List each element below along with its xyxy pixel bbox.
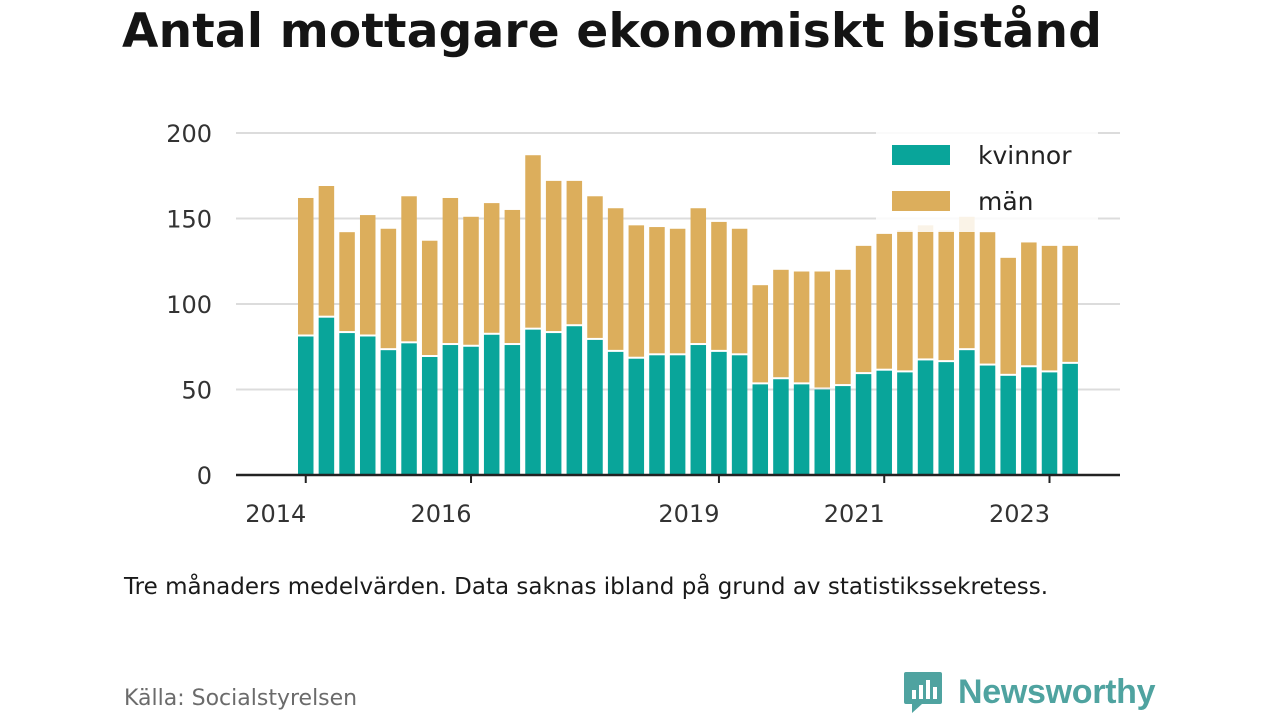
newsworthy-logo-icon: [904, 672, 942, 713]
bar-män: [401, 196, 417, 342]
bar-kvinnor: [504, 345, 521, 475]
bar-män: [380, 228, 397, 349]
bar-kvinnor: [463, 346, 479, 475]
y-tick-label: 100: [166, 291, 212, 319]
bar-män: [339, 232, 355, 332]
bar-män: [793, 271, 810, 383]
bar-kvinnor: [917, 360, 934, 475]
bar-män: [318, 186, 335, 316]
bar-kvinnor: [979, 365, 996, 475]
bar-kvinnor: [669, 355, 686, 475]
bar-män: [1062, 245, 1078, 362]
bar-män: [463, 216, 479, 345]
bar-män: [545, 180, 562, 332]
x-tick-label: 2023: [989, 500, 1050, 528]
bar-kvinnor: [339, 333, 355, 475]
y-tick-label: 150: [166, 206, 212, 234]
bar-kvinnor: [318, 317, 335, 475]
bar-män: [1000, 257, 1016, 374]
stacked-bar-chart: 0 50 100 150 200 2014 2016 2019 2021 2023 kvinnor m…: [166, 120, 1120, 528]
bar-män: [1021, 242, 1037, 366]
bar-kvinnor: [897, 372, 913, 475]
bar-män: [504, 209, 521, 344]
legend-label-kvinnor: kvinnor: [978, 141, 1072, 170]
bar-män: [711, 221, 727, 350]
bar-män: [587, 196, 603, 338]
bar-män: [773, 269, 789, 378]
bar-män: [917, 225, 934, 359]
bar-kvinnor: [628, 358, 645, 475]
y-tick-label: 0: [197, 462, 212, 490]
bar-män: [897, 230, 913, 371]
y-tick-label: 50: [181, 377, 212, 405]
bar-kvinnor: [938, 362, 954, 475]
bar-kvinnor: [959, 350, 975, 475]
bar-kvinnor: [525, 329, 541, 475]
legend-swatch-kvinnor: [892, 145, 950, 165]
x-tick-label: 2019: [658, 500, 719, 528]
bar-män: [1041, 245, 1058, 371]
bar-män: [669, 228, 686, 354]
bar-män: [566, 180, 583, 325]
bar-kvinnor: [298, 336, 314, 475]
legend-swatch-män: [892, 191, 950, 211]
bar-kvinnor: [649, 355, 665, 475]
bar-män: [959, 216, 975, 349]
brand-name: Newsworthy: [958, 672, 1156, 711]
bar-män: [442, 197, 459, 344]
bar-kvinnor: [401, 343, 417, 475]
bar-kvinnor: [752, 384, 769, 475]
brand: Newsworthy: [902, 670, 1156, 714]
x-tick-label: 2016: [410, 500, 471, 528]
bar-kvinnor: [359, 336, 376, 475]
bar-män: [628, 225, 645, 357]
x-tick-label: 2021: [824, 500, 885, 528]
bar-kvinnor: [773, 379, 789, 475]
x-tick-label: 2014: [245, 500, 306, 528]
legend-label-män: män: [978, 187, 1034, 216]
bar-kvinnor: [1000, 375, 1016, 475]
bar-kvinnor: [587, 339, 603, 475]
bar-kvinnor: [566, 326, 583, 475]
bar-män: [525, 155, 541, 328]
bar-män: [731, 228, 748, 354]
bar-män: [607, 208, 624, 350]
bar-män: [876, 233, 892, 369]
source-label: Källa: Socialstyrelsen: [124, 686, 358, 711]
bar-män: [855, 245, 872, 373]
bar-män: [483, 203, 500, 333]
bar-män: [752, 285, 769, 383]
bar-män: [938, 230, 954, 361]
bar-kvinnor: [814, 389, 830, 475]
bar-kvinnor: [483, 334, 500, 475]
bar-män: [814, 271, 830, 388]
bar-män: [690, 208, 707, 344]
y-tick-label: 200: [166, 120, 212, 148]
bar-kvinnor: [731, 355, 748, 475]
bar-kvinnor: [545, 333, 562, 475]
bar-män: [359, 215, 376, 335]
bar-kvinnor: [380, 350, 397, 475]
bar-kvinnor: [793, 384, 810, 475]
bar-kvinnor: [835, 386, 851, 475]
bar-män: [421, 240, 438, 356]
bar-kvinnor: [711, 351, 727, 475]
bar-kvinnor: [690, 345, 707, 475]
bar-kvinnor: [421, 357, 438, 475]
chart-title: Antal mottagare ekonomiskt bistånd: [122, 4, 1103, 59]
bar-kvinnor: [1021, 367, 1037, 475]
bar-kvinnor: [442, 345, 459, 475]
bar-män: [979, 232, 996, 364]
bar-män: [835, 269, 851, 385]
bar-kvinnor: [607, 351, 624, 475]
bar-kvinnor: [1062, 363, 1078, 475]
bar-män: [298, 197, 314, 335]
bar-kvinnor: [855, 374, 872, 475]
bar-kvinnor: [876, 370, 892, 475]
bar-kvinnor: [1041, 372, 1058, 475]
bar-män: [649, 227, 665, 354]
chart-note: Tre månaders medelvärden. Data saknas ib…: [124, 574, 1049, 600]
